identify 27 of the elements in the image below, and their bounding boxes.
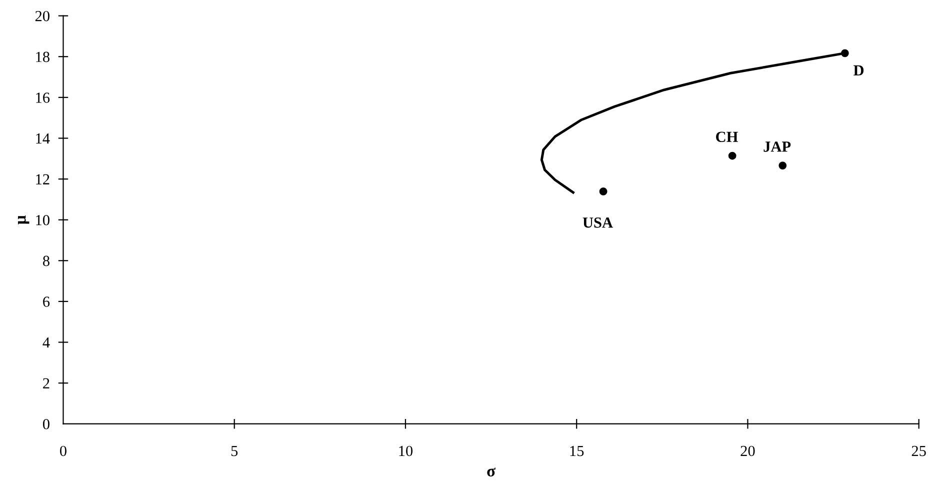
y-tick-label: 20: [35, 10, 50, 22]
y-tick-label: 4: [42, 337, 50, 348]
x-tick-label: 0: [60, 446, 66, 456]
point: [778, 162, 787, 170]
y-tick-label: 12: [36, 174, 50, 184]
y-tick-label: 0: [42, 418, 50, 430]
annotation: JAP: [764, 142, 791, 152]
x-tick-label: 15: [570, 446, 584, 456]
y-tick-label: 2: [43, 378, 50, 388]
annotation: USA: [582, 217, 613, 228]
x-tick-label: 5: [231, 446, 238, 456]
y-tick-label: 18: [36, 52, 50, 62]
y-tick-label: 14: [36, 133, 50, 144]
x-tick-label: 25: [912, 446, 926, 456]
point: [599, 188, 608, 196]
y-tick-label: 6: [43, 296, 50, 307]
annotation: CH: [716, 132, 738, 142]
y-tick-label: 10: [36, 214, 50, 226]
y-axis-title: μ: [18, 215, 30, 224]
y-tick-label: 16: [36, 92, 50, 103]
x-tick-label: 10: [399, 446, 413, 456]
x-tick-label: 20: [740, 446, 755, 456]
x-axis-title: σ: [487, 468, 496, 477]
point: [840, 49, 849, 58]
y-tick-label: 8: [42, 256, 50, 266]
point: [728, 152, 736, 160]
annotation: D: [854, 65, 864, 76]
